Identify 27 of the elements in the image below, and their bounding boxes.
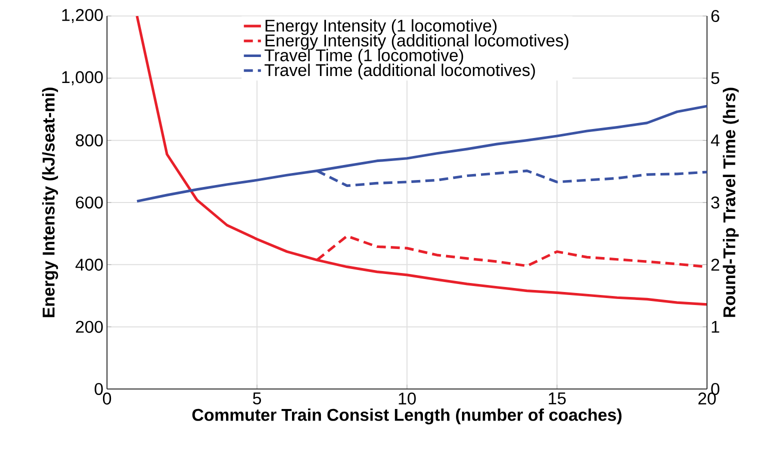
- y2-tick-label: 1: [712, 320, 720, 333]
- legend-label: Travel Time (1 locomotive): [264, 48, 464, 65]
- legend-label: Energy Intensity (additional locomotives): [266, 34, 568, 50]
- y-tick-label: 0: [94, 382, 103, 396]
- y2-tick-label: 5: [711, 72, 720, 84]
- x-axis-title: Commuter Train Consist Length (number of coaches): [192, 408, 622, 424]
- x-tick-label: 5: [252, 392, 262, 404]
- legend-label: Energy Intensity (1 locomotive): [266, 19, 497, 36]
- y-tick-label: 200: [76, 320, 103, 333]
- y-tick-label: 800: [76, 134, 103, 146]
- y2-tick-label: 3: [711, 196, 720, 209]
- line-series: [136, 104, 708, 203]
- legend-label: Travel Time (additional locomotives): [264, 64, 535, 80]
- line-series: [136, 16, 708, 306]
- y-tick-label: 1,000: [62, 71, 103, 86]
- y-axis-title: Energy Intensity (kJ/seat-mi): [42, 88, 58, 318]
- y-tick-label: 1,200: [62, 8, 103, 24]
- y2-axis-title: Round-Trip Travel Time (hrs): [722, 88, 739, 317]
- y2-tick-label: 4: [710, 134, 720, 146]
- y2-tick-label: 6: [711, 10, 720, 22]
- x-tick-label: 10: [398, 392, 416, 405]
- x-tick-label: 0: [102, 392, 112, 405]
- x-tick-label: 20: [698, 392, 716, 405]
- y-tick-label: 600: [76, 196, 103, 209]
- x-tick-label: 15: [548, 392, 566, 404]
- y2-tick-label: 2: [711, 258, 720, 271]
- y-tick-label: 400: [75, 258, 103, 271]
